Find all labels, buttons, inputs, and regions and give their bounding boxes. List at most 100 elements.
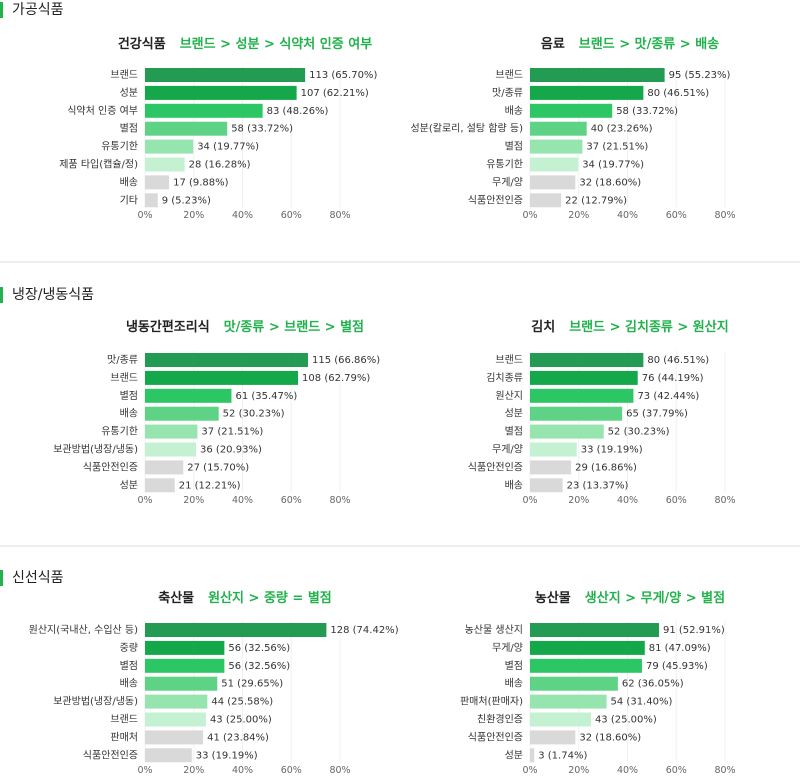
value-label: 73 (42.44%) xyxy=(637,391,699,402)
bar xyxy=(530,193,562,208)
category-label: 맛/종류 xyxy=(492,87,523,99)
bar xyxy=(530,623,659,637)
chart-title: 농산물 생산지 > 무게/양 > 별점 xyxy=(535,590,725,606)
category-label: 별점 xyxy=(505,426,523,438)
section-title: 신선식품 xyxy=(12,570,64,586)
category-label: 보관방법(냉장/냉동) xyxy=(53,444,138,456)
category-label: 브랜드 xyxy=(495,354,523,366)
category-label: 브랜드 xyxy=(110,714,138,726)
x-tick-label: 0% xyxy=(137,765,152,776)
value-label: 33 (19.19%) xyxy=(196,750,258,761)
category-label: 원산지 xyxy=(495,390,523,402)
x-tick-label: 0% xyxy=(522,210,537,221)
bar xyxy=(530,712,591,727)
category-label: 식품안전인증 xyxy=(468,194,523,206)
category-label: 성분 xyxy=(120,479,138,491)
category-label: 배송 xyxy=(120,678,138,690)
category-label: 배송 xyxy=(120,408,138,420)
bar xyxy=(145,460,184,475)
category-label: 무게/양 xyxy=(492,176,523,188)
value-label: 3 (1.74%) xyxy=(538,750,587,761)
value-label: 80 (46.51%) xyxy=(647,355,709,366)
chart-subtitle: 생산지 > 무게/양 > 별점 xyxy=(585,590,725,606)
x-tick-label: 20% xyxy=(183,495,204,506)
chart-title-main: 축산물 xyxy=(158,590,194,606)
value-label: 76 (44.19%) xyxy=(642,373,704,384)
value-label: 43 (25.00%) xyxy=(595,715,657,726)
x-tick-label: 40% xyxy=(232,765,253,776)
section-title: 가공식품 xyxy=(12,2,64,18)
chart-title: 김치 브랜드 > 김치종류 > 원산지 xyxy=(531,319,728,335)
bar xyxy=(530,658,642,673)
bar xyxy=(530,370,638,385)
x-tick-label: 80% xyxy=(329,765,350,776)
category-label: 별점 xyxy=(120,660,138,672)
bar xyxy=(530,424,604,439)
chart-subtitle: 맛/종류 > 브랜드 > 별점 xyxy=(224,319,364,335)
chart-title-main: 건강식품 xyxy=(118,36,166,52)
chart-title: 건강식품 브랜드 > 성분 > 식약처 인증 여부 xyxy=(118,36,372,52)
value-label: 56 (32.56%) xyxy=(228,661,290,672)
category-label: 무게/양 xyxy=(492,642,523,654)
bar xyxy=(145,139,194,154)
value-label: 107 (62.21%) xyxy=(301,88,369,99)
value-label: 95 (55.23%) xyxy=(669,70,731,81)
bar xyxy=(145,103,263,118)
category-label: 무게/양 xyxy=(492,444,523,456)
category-label: 배송 xyxy=(505,479,523,491)
category-label: 기타 xyxy=(120,194,138,206)
category-label: 친환경인증 xyxy=(477,713,523,726)
value-label: 36 (20.93%) xyxy=(200,445,262,456)
category-label: 농산물 생산지 xyxy=(465,624,523,636)
bar xyxy=(145,676,218,691)
bar xyxy=(530,730,576,745)
value-label: 61 (35.47%) xyxy=(235,391,297,402)
chart-subtitle: 브랜드 > 김치종류 > 원산지 xyxy=(569,319,729,335)
category-label: 성분 xyxy=(505,749,523,761)
x-tick-label: 80% xyxy=(714,495,735,506)
x-tick-label: 80% xyxy=(714,765,735,776)
value-label: 83 (48.26%) xyxy=(267,106,329,117)
bar xyxy=(145,623,327,637)
category-label: 식품안전인증 xyxy=(468,731,523,743)
bar xyxy=(145,85,297,100)
category-label: 판매처 xyxy=(110,731,138,743)
bar xyxy=(145,370,299,385)
bar xyxy=(530,478,563,493)
category-label: 별점 xyxy=(120,390,138,402)
chart-title-main: 음료 xyxy=(541,36,565,52)
x-tick-label: 0% xyxy=(137,495,152,506)
value-label: 65 (37.79%) xyxy=(626,409,688,420)
bar xyxy=(145,694,208,709)
bar xyxy=(530,442,577,457)
value-label: 62 (36.05%) xyxy=(622,679,684,690)
bar xyxy=(530,68,665,82)
value-label: 37 (21.51%) xyxy=(586,142,648,153)
value-label: 52 (30.23%) xyxy=(223,409,285,420)
chart-title: 냉동간편조리식 맛/종류 > 브랜드 > 별점 xyxy=(126,319,364,335)
bar xyxy=(145,353,308,367)
bar xyxy=(530,640,645,655)
bar xyxy=(145,121,228,136)
chart-title: 축산물 원산지 > 중량 = 별점 xyxy=(158,590,332,606)
bar xyxy=(530,460,572,475)
category-label: 제품 타입(캡슐/정) xyxy=(59,158,138,171)
bar xyxy=(145,730,204,745)
value-label: 113 (65.70%) xyxy=(309,70,377,81)
value-label: 91 (52.91%) xyxy=(663,625,725,636)
category-label: 판매처(판매자) xyxy=(460,696,523,708)
category-label: 유통기한 xyxy=(101,426,138,438)
value-label: 34 (19.77%) xyxy=(582,160,644,171)
section-marker xyxy=(0,570,3,586)
category-label: 식품안전인증 xyxy=(83,749,138,761)
bar xyxy=(530,676,618,691)
x-tick-label: 20% xyxy=(568,210,589,221)
x-tick-label: 60% xyxy=(666,210,687,221)
bar xyxy=(145,388,232,403)
category-label: 배송 xyxy=(505,105,523,117)
bar xyxy=(145,175,170,190)
x-tick-label: 0% xyxy=(137,210,152,221)
category-label: 성분 xyxy=(120,87,138,99)
bar xyxy=(145,193,158,208)
